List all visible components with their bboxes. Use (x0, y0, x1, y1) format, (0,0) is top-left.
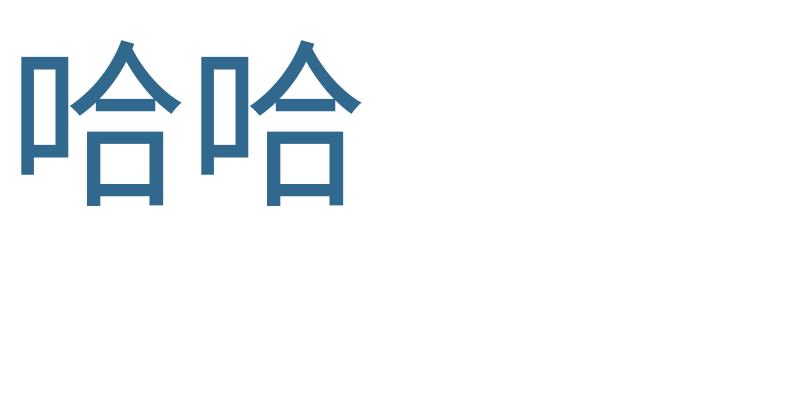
word-haha-large: 哈哈 (8, 25, 369, 234)
